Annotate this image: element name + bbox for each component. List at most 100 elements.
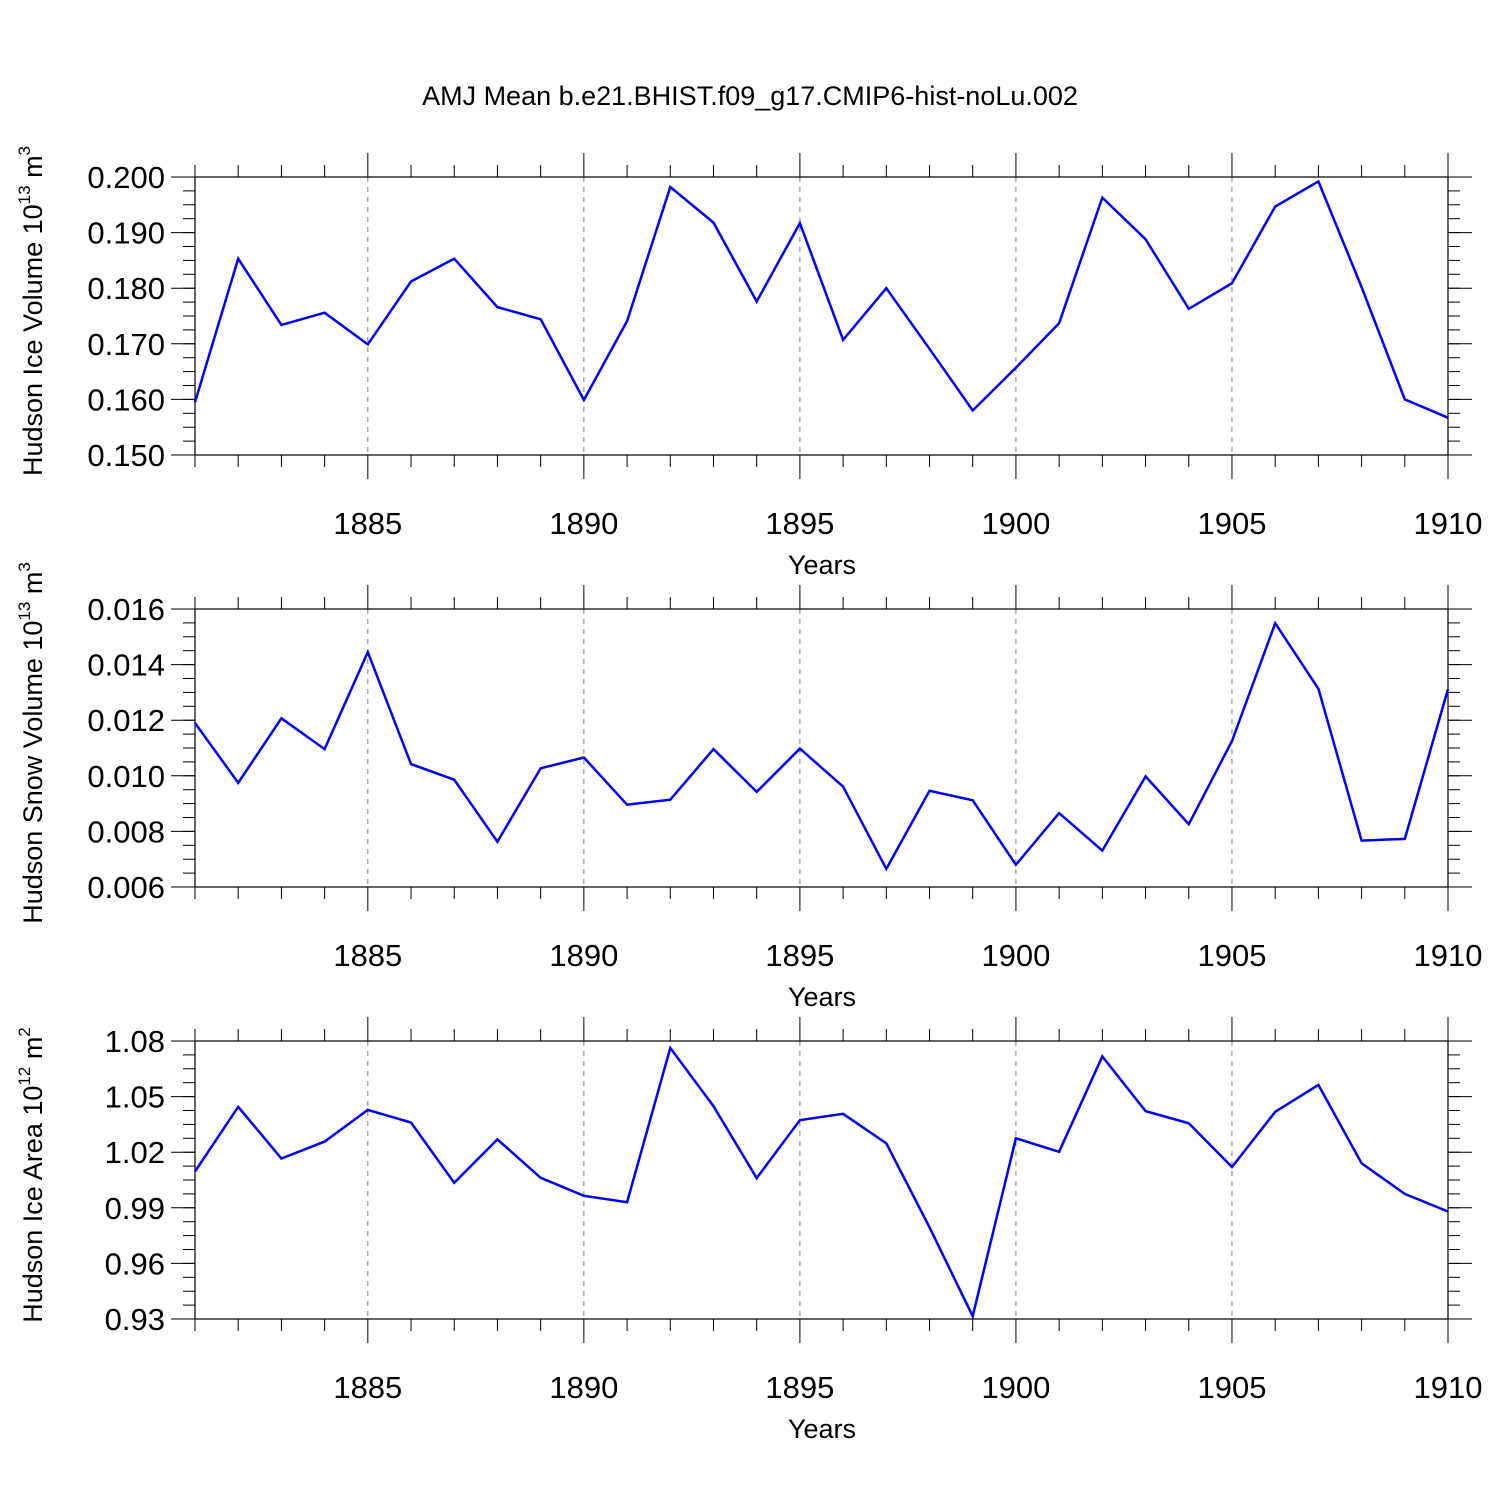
x-axis-label: Years (788, 982, 856, 1012)
data-point (539, 767, 542, 770)
data-point (323, 1140, 326, 1143)
x-tick-label: 1890 (549, 506, 618, 541)
data-point (1447, 1210, 1450, 1213)
data-point (928, 347, 931, 350)
data-point (539, 1176, 542, 1179)
y-axis-label-part: 3 (15, 146, 34, 155)
y-axis-label-part: 13 (15, 185, 34, 204)
data-point (194, 1170, 197, 1173)
x-tick-label: 1885 (333, 506, 402, 541)
data-point (280, 717, 283, 720)
y-axis-label-part: 3 (15, 562, 34, 571)
panel-1: 0.150 0.160 0.170 0.180 0.190 0.200 1885 1890 18… (15, 146, 1482, 580)
data-point (1187, 823, 1190, 826)
data-point (971, 1315, 974, 1318)
x-tick-label: 1910 (1414, 1370, 1483, 1405)
x-tick-label: 1910 (1414, 938, 1483, 973)
plot-frame (194, 608, 1449, 888)
data-point (1014, 1137, 1017, 1140)
data-point (194, 401, 197, 404)
x-axis-label: Years (788, 1414, 856, 1444)
data-point (669, 1046, 672, 1049)
x-tick-label: 1895 (765, 506, 834, 541)
data-point (323, 311, 326, 314)
panels: 0.150 0.160 0.170 0.180 0.190 0.200 1885 1890 18… (15, 146, 1482, 1444)
data-point (1274, 205, 1277, 208)
data-point (496, 306, 499, 309)
x-tick-label: 1890 (549, 938, 618, 973)
data-point (1230, 1166, 1233, 1169)
data-point (1144, 775, 1147, 778)
x-tick-label: 1895 (765, 938, 834, 973)
data-point (280, 323, 283, 326)
data-point (1447, 688, 1450, 691)
data-point (582, 756, 585, 759)
data-point (1187, 307, 1190, 310)
data-point (798, 222, 801, 225)
data-point (1403, 1192, 1406, 1195)
data-point (1403, 837, 1406, 840)
y-tick-label: 1.02 (105, 1135, 165, 1170)
series-line (193, 620, 1450, 872)
data-point (1274, 622, 1277, 625)
data-point (798, 1119, 801, 1122)
data-point (194, 721, 197, 724)
y-tick-label: 0.150 (87, 438, 165, 473)
data-point (1101, 1055, 1104, 1058)
data-point (366, 343, 369, 346)
y-tick-label: 0.180 (87, 271, 165, 306)
y-tick-label: 0.96 (105, 1246, 165, 1281)
data-point (1101, 196, 1104, 199)
data-point (626, 803, 629, 806)
y-axis-label-part: m (18, 1037, 48, 1067)
y-tick-label: 0.016 (87, 592, 165, 627)
data-point (237, 781, 240, 784)
data-point (1014, 366, 1017, 369)
data-point (1187, 1122, 1190, 1125)
data-point (842, 338, 845, 341)
data-point (1317, 180, 1320, 183)
chart-title: AMJ Mean b.e21.BHIST.f09_g17.CMIP6-hist-… (422, 81, 1078, 111)
x-tick-label: 1895 (765, 1370, 834, 1405)
x-tick-label: 1890 (549, 1370, 618, 1405)
series-line (193, 1045, 1449, 1320)
y-tick-label: 0.99 (105, 1191, 165, 1226)
data-point (1274, 1110, 1277, 1113)
x-axis-label: Years (788, 550, 856, 580)
data-point (1317, 1083, 1320, 1086)
x-tick-label: 1900 (981, 506, 1050, 541)
data-point (1360, 286, 1363, 289)
x-tick-label: 1900 (981, 1370, 1050, 1405)
y-tick-label: 0.014 (87, 648, 165, 683)
y-tick-label: 0.93 (105, 1302, 165, 1337)
data-point (1360, 839, 1363, 842)
data-point (1058, 1150, 1061, 1153)
x-tick-label: 1885 (333, 1370, 402, 1405)
y-tick-label: 0.008 (87, 814, 165, 849)
data-point (755, 1177, 758, 1180)
data-point (1014, 863, 1017, 866)
data-point (798, 747, 801, 750)
panel-3: 0.93 0.96 0.99 1.02 1.05 1.08 1885 1890 1895 1900… (15, 1017, 1482, 1444)
data-point (582, 398, 585, 401)
y-tick-label: 0.006 (87, 870, 165, 905)
y-axis-label-part: Hudson Snow Volume 10 (18, 621, 48, 924)
data-point (755, 300, 758, 303)
data-point (1058, 812, 1061, 815)
y-tick-label: 0.010 (87, 759, 165, 794)
y-tick-label: 0.200 (87, 160, 165, 195)
data-point (1230, 282, 1233, 285)
data-point (366, 1108, 369, 1111)
data-point (1058, 322, 1061, 325)
data-point (280, 1157, 283, 1160)
x-tick-label: 1905 (1197, 938, 1266, 973)
data-point (1144, 1110, 1147, 1113)
data-point (1317, 687, 1320, 690)
y-tick-label: 0.160 (87, 382, 165, 417)
y-tick-label: 1.08 (105, 1024, 165, 1059)
data-point (885, 867, 888, 870)
x-tick-label: 1900 (981, 938, 1050, 973)
data-point (755, 790, 758, 793)
data-point (1101, 849, 1104, 852)
